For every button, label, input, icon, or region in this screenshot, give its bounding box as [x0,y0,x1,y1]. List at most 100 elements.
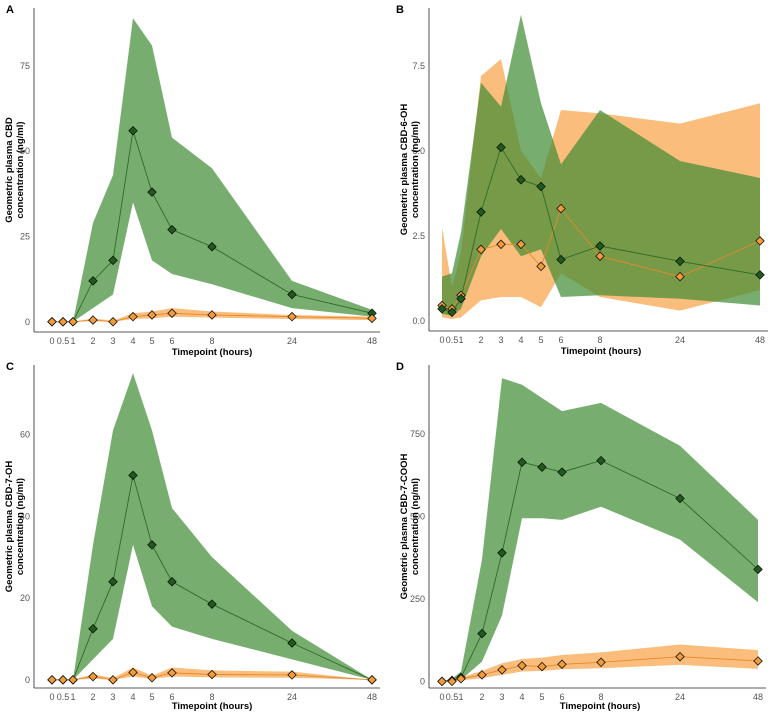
data-point-green [476,207,486,217]
data-point-green [517,457,527,467]
data-point-orange [58,317,68,327]
data-point-orange [147,673,157,683]
data-point-green [207,599,217,609]
y-axis-title-line: Geometric plasma CBD-7-COOH [399,454,410,600]
data-point-green [128,470,138,481]
data-point-green [437,304,447,314]
data-point-orange [167,308,177,319]
x-tick-label: 6 [169,692,174,702]
x-tick-label: 5 [149,692,154,702]
x-tick-label: 48 [367,692,377,702]
y-axis-title-line: Geometric plasma CBD-6-OH [399,104,410,236]
data-point-orange [167,668,177,678]
x-tick-label: 0 [439,692,444,702]
y-tick-label: 250 [410,594,425,604]
y-tick-label: 7.5 [412,61,425,71]
data-point-green [537,462,547,472]
y-tick-label: 0.0 [412,316,425,326]
data-point-green [456,293,466,304]
x-tick-label: 24 [675,335,685,345]
data-point-green [536,181,546,192]
x-tick-label: 3 [498,335,503,345]
x-axis-title: Timepoint (hours) [172,701,253,712]
y-axis-title-line: concentration (ng/ml) [410,121,421,218]
y-axis-title-line: concentration (ng/ml) [15,121,26,218]
data-point-green [557,467,567,477]
panel-letter: B [396,4,404,16]
y-axis-title: Geometric plasma CBD concentration (ng/ml… [4,117,26,223]
data-point-green [753,564,763,575]
data-point-orange [596,657,606,668]
data-point-orange [47,675,57,685]
x-tick-label: 3 [110,336,115,346]
data-point-orange [675,651,685,662]
y-tick-label: 25 [20,232,30,242]
panel-letter: D [396,361,404,373]
data-point-orange [497,665,507,675]
data-point-green [596,455,606,466]
confidence-band-green [52,18,372,322]
x-tick-label: 1 [458,335,463,345]
x-tick-label: 5 [539,692,544,702]
data-point-orange [537,661,547,672]
data-point-orange [753,656,763,666]
x-tick-label: 6 [558,335,563,345]
chart-panel-b: B 0.0 2.5 5.0 7.5 0 0.5 1 2 3 4 5 6 8 24 48 Timepoint (h… [396,4,768,357]
data-point-orange [287,311,297,322]
x-tick-label: 0.5 [446,335,459,345]
x-tick-label: 2 [479,692,484,702]
x-axis-title: Timepoint (hours) [172,347,253,358]
data-point-orange [207,310,217,320]
x-tick-label: 8 [209,336,214,346]
panel-letter: A [6,4,14,16]
data-point-orange [128,667,138,678]
y-tick-label: 20 [20,593,30,603]
data-point-orange [556,203,566,214]
x-tick-label: 0.5 [446,692,459,702]
y-tick-label: 2.5 [412,231,425,241]
data-point-green [287,638,297,648]
data-point-green [88,276,98,286]
data-point-orange [536,261,546,272]
x-tick-label: 1 [458,692,463,702]
data-point-orange [68,675,78,685]
data-point-orange [496,239,506,250]
x-axis-title: Timepoint (hours) [561,346,642,357]
data-point-orange [517,660,527,671]
data-point-green [675,256,685,267]
data-point-orange [68,317,78,327]
x-axis-title: Timepoint (hours) [560,701,641,712]
data-point-orange [58,675,68,685]
data-point-green [108,255,118,266]
data-point-green [287,289,297,300]
data-point-green [497,548,507,558]
y-axis-title-line: concentration (ng/ml) [410,478,421,575]
x-tick-label: 24 [675,692,685,702]
data-point-green [595,241,605,251]
x-tick-label: 48 [753,692,763,702]
data-point-orange [595,251,605,261]
data-point-green [447,307,457,318]
x-tick-label: 8 [209,692,214,702]
x-tick-label: 4 [130,336,135,346]
x-tick-label: 6 [169,336,174,346]
data-point-orange [557,659,567,670]
confidence-band-green [52,373,372,680]
x-tick-label: 24 [287,336,297,346]
data-point-orange [108,675,118,685]
y-tick-label: 60 [20,430,30,440]
x-tick-label: 2 [478,335,483,345]
x-tick-label: 6 [559,692,564,702]
data-point-orange [675,271,685,282]
x-tick-label: 5 [149,336,154,346]
data-point-green [516,174,526,185]
data-point-green [496,142,506,153]
data-point-green [108,576,118,587]
x-tick-label: 0 [439,335,444,345]
data-point-orange [456,674,466,684]
y-axis-title: Geometric plasma CBD-7-COOH concentration… [399,454,421,600]
x-tick-label: 4 [130,692,135,702]
y-tick-label: 50 [20,146,30,156]
